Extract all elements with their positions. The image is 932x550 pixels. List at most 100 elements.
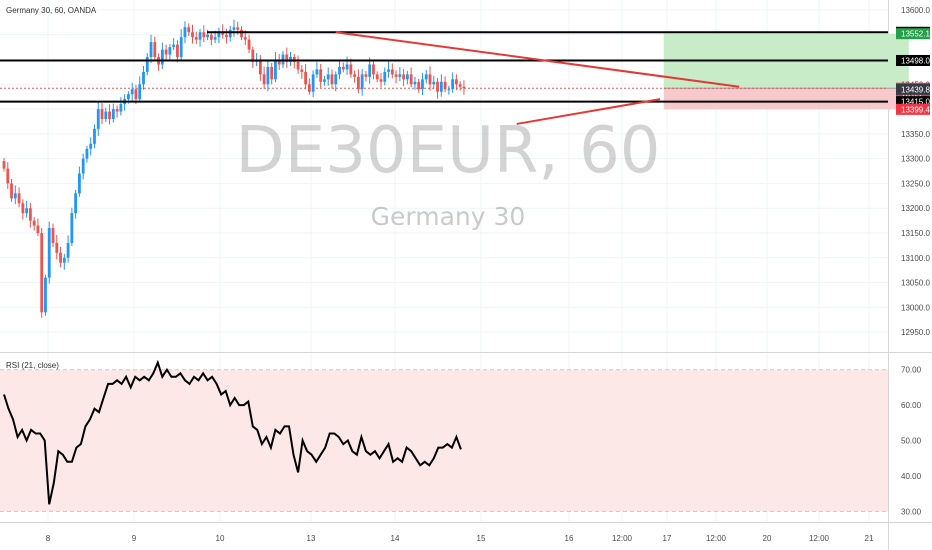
candle-body — [436, 81, 439, 92]
candle — [307, 78, 311, 95]
candle-body — [55, 242, 59, 253]
price-level-tag[interactable]: 13498.0 — [896, 54, 930, 66]
candle — [176, 40, 179, 63]
time-tick-label: 8 — [46, 534, 51, 543]
price-level-tag[interactable]: 13439.8 — [896, 83, 930, 95]
candle — [447, 85, 451, 95]
candle-body — [28, 208, 32, 221]
candle — [436, 77, 439, 99]
candle-body — [349, 64, 353, 75]
candle-body — [258, 59, 262, 75]
candle-body — [296, 61, 300, 70]
price-tick-label: 13350.0 — [901, 130, 930, 139]
candle — [138, 76, 142, 103]
candle — [458, 81, 462, 91]
candle-body — [62, 257, 66, 263]
price-level-tag[interactable]: 13399.4 — [896, 103, 930, 115]
candle — [89, 137, 93, 156]
rsi-tick-label: 30.00 — [901, 507, 922, 516]
candle — [251, 46, 255, 68]
rsi-tick-label: 50.00 — [901, 437, 922, 446]
price-axis[interactable]: 12950.0 13000.0 13050.0 13100.0 13150.0 13200… — [896, 6, 930, 516]
candle — [194, 31, 198, 45]
candle — [78, 166, 81, 197]
candle — [28, 202, 32, 228]
candle-body — [104, 111, 108, 119]
candle-body — [274, 59, 277, 80]
candle-body — [145, 57, 149, 72]
candle — [398, 66, 402, 82]
candle-body — [115, 109, 119, 112]
candle — [439, 74, 443, 97]
trendlines[interactable] — [335, 31, 740, 125]
candle-body — [191, 32, 194, 38]
horizontal-levels[interactable] — [0, 31, 888, 103]
candle-body — [345, 64, 349, 70]
candle — [145, 53, 149, 76]
candle — [390, 63, 394, 79]
candle-body — [462, 86, 466, 89]
candle — [375, 71, 379, 83]
candle — [40, 228, 44, 318]
candle — [217, 27, 221, 44]
candle-body — [277, 59, 281, 65]
candle-body — [330, 74, 334, 85]
candle — [334, 71, 338, 92]
candle-body — [334, 74, 338, 85]
candle — [262, 66, 266, 89]
candle-body — [74, 193, 78, 214]
candle-body — [17, 193, 21, 204]
loss-zone — [663, 88, 909, 110]
candle-body — [221, 32, 225, 35]
candle — [413, 76, 417, 90]
candle-body — [198, 32, 202, 40]
candle — [266, 60, 270, 92]
rsi-tick-label: 60.00 — [901, 401, 922, 410]
candle — [424, 69, 428, 84]
candle — [202, 25, 206, 43]
trendline[interactable] — [516, 98, 661, 125]
candle — [360, 68, 364, 96]
candle-body — [394, 74, 398, 77]
watermark-name: Germany 30 — [371, 202, 526, 231]
price-tick-label: 13300.0 — [901, 155, 930, 164]
candle-body — [428, 74, 432, 85]
trendline[interactable] — [335, 31, 740, 88]
candle — [432, 75, 436, 89]
time-tick-label: 12:00 — [706, 534, 727, 543]
candle-body — [383, 71, 387, 82]
price-tick-label: 13200.0 — [901, 204, 930, 213]
candle — [13, 185, 17, 205]
candle-body — [66, 242, 70, 258]
candle-body — [2, 161, 6, 169]
candle-body — [25, 208, 29, 214]
candle-body — [240, 29, 243, 38]
candle-body — [379, 79, 383, 82]
candle-body — [353, 74, 357, 77]
price-level-tag[interactable]: 13415.0 — [896, 96, 930, 108]
candle-body — [304, 71, 307, 85]
candle-body — [10, 183, 13, 199]
candle-body — [111, 109, 115, 119]
candle — [130, 82, 134, 102]
candle — [296, 55, 300, 74]
candle-body — [247, 39, 251, 50]
time-axis[interactable]: 8 9 10 13 14 15 16 12:00 17 12:00 20 12:00 21 — [46, 534, 874, 543]
price-tag-bg — [896, 96, 930, 108]
candle-body — [251, 49, 255, 62]
candle — [115, 105, 119, 118]
time-tick-label: 20 — [763, 534, 772, 543]
candle-body — [387, 69, 390, 72]
price-tick-label: 12950.0 — [901, 328, 930, 337]
rsi-line — [3, 359, 462, 505]
candle-body — [360, 74, 364, 90]
candle-body — [236, 27, 240, 30]
candle-body — [213, 37, 217, 40]
price-level-tag[interactable]: 13552.1 — [896, 28, 930, 40]
candle — [356, 69, 360, 94]
candle — [428, 66, 432, 91]
candle — [402, 68, 406, 87]
candle-body — [51, 228, 55, 243]
candle — [142, 65, 145, 90]
